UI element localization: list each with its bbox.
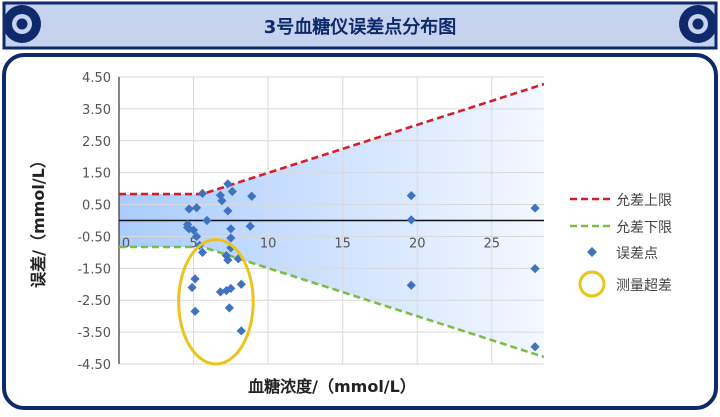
- y-tick-label: -0.50: [77, 230, 111, 245]
- header-right-ornament: [679, 5, 717, 43]
- error-point: [223, 255, 233, 265]
- y-tick-label: 4.50: [82, 71, 111, 86]
- error-point: [221, 286, 231, 296]
- y-tick-label: -2.50: [77, 294, 111, 309]
- error-point: [197, 247, 208, 257]
- error-point: [226, 233, 236, 243]
- error-point: [187, 282, 197, 293]
- legend-point-diamond-icon: [587, 247, 597, 257]
- legend-item-error-points: 误差点: [587, 246, 658, 262]
- legend-item-lower-limit: 允差下限: [570, 220, 672, 236]
- legend-out-of-tolerance-label: 测量超差: [616, 278, 672, 294]
- header-banner: [2, 1, 718, 50]
- y-tick-labels: 4.50 3.50 2.50 1.50 0.50 -0.50 -1.50 -2.50 -3.50…: [77, 71, 111, 373]
- axes: [118, 77, 544, 364]
- error-point: [236, 326, 246, 336]
- x-tick-labels: 0 5 10 15 20 25: [122, 237, 500, 252]
- error-point: [191, 203, 202, 213]
- legend: 允差上限 允差下限 误差点 测量超差: [570, 193, 672, 298]
- error-point: [215, 287, 226, 297]
- x-axis-label: 血糖浓度/（mmol/L）: [248, 377, 416, 396]
- error-point: [224, 303, 234, 313]
- error-point: [530, 203, 540, 213]
- y-tick-label: 1.50: [82, 167, 111, 182]
- legend-lower-limit-label: 允差下限: [616, 220, 672, 236]
- error-point: [236, 279, 246, 289]
- error-point: [226, 283, 236, 294]
- x-tick-label: 20: [409, 237, 426, 252]
- error-point: [190, 274, 200, 284]
- chart-title: 3号血糖仪误差点分布图: [264, 16, 457, 38]
- y-tick-label: 2.50: [82, 135, 111, 150]
- error-point: [530, 264, 540, 274]
- error-point: [184, 204, 194, 214]
- legend-circle-icon: [578, 270, 606, 298]
- y-tick-label: -3.50: [77, 326, 111, 341]
- x-tick-label: 10: [260, 237, 277, 252]
- error-point: [530, 342, 540, 352]
- x-tick-label: 25: [484, 237, 501, 252]
- legend-item-out-of-tolerance: 测量超差: [578, 270, 672, 298]
- error-point: [223, 179, 233, 189]
- error-point: [406, 215, 416, 225]
- y-axis-label: 误差/（mmol/L）: [29, 152, 48, 288]
- x-tick-label: 15: [334, 237, 351, 252]
- y-tick-label: 3.50: [82, 103, 111, 118]
- error-point: [217, 196, 227, 206]
- error-point: [191, 231, 202, 242]
- x-tick-label: 0: [122, 237, 130, 252]
- out-of-tolerance-circle: [177, 238, 255, 366]
- error-points: [182, 179, 540, 352]
- legend-error-points-label: 误差点: [616, 246, 658, 262]
- y-tick-label: -1.50: [77, 262, 111, 277]
- header-left-ornament: [3, 5, 41, 43]
- error-point: [190, 306, 200, 316]
- y-tick-label: 0.50: [82, 199, 111, 214]
- error-point: [226, 224, 236, 234]
- error-point: [202, 215, 212, 226]
- legend-upper-limit-label: 允差上限: [616, 193, 672, 209]
- legend-item-upper-limit: 允差上限: [570, 193, 672, 209]
- error-point: [227, 186, 237, 197]
- error-point: [197, 188, 208, 198]
- error-point: [247, 191, 257, 201]
- error-point: [406, 191, 416, 201]
- error-point: [406, 280, 416, 290]
- error-point: [245, 221, 255, 231]
- error-point: [223, 206, 233, 216]
- error-point: [188, 225, 199, 235]
- y-tick-label: -4.50: [77, 358, 111, 373]
- x-tick-label: 5: [189, 237, 197, 252]
